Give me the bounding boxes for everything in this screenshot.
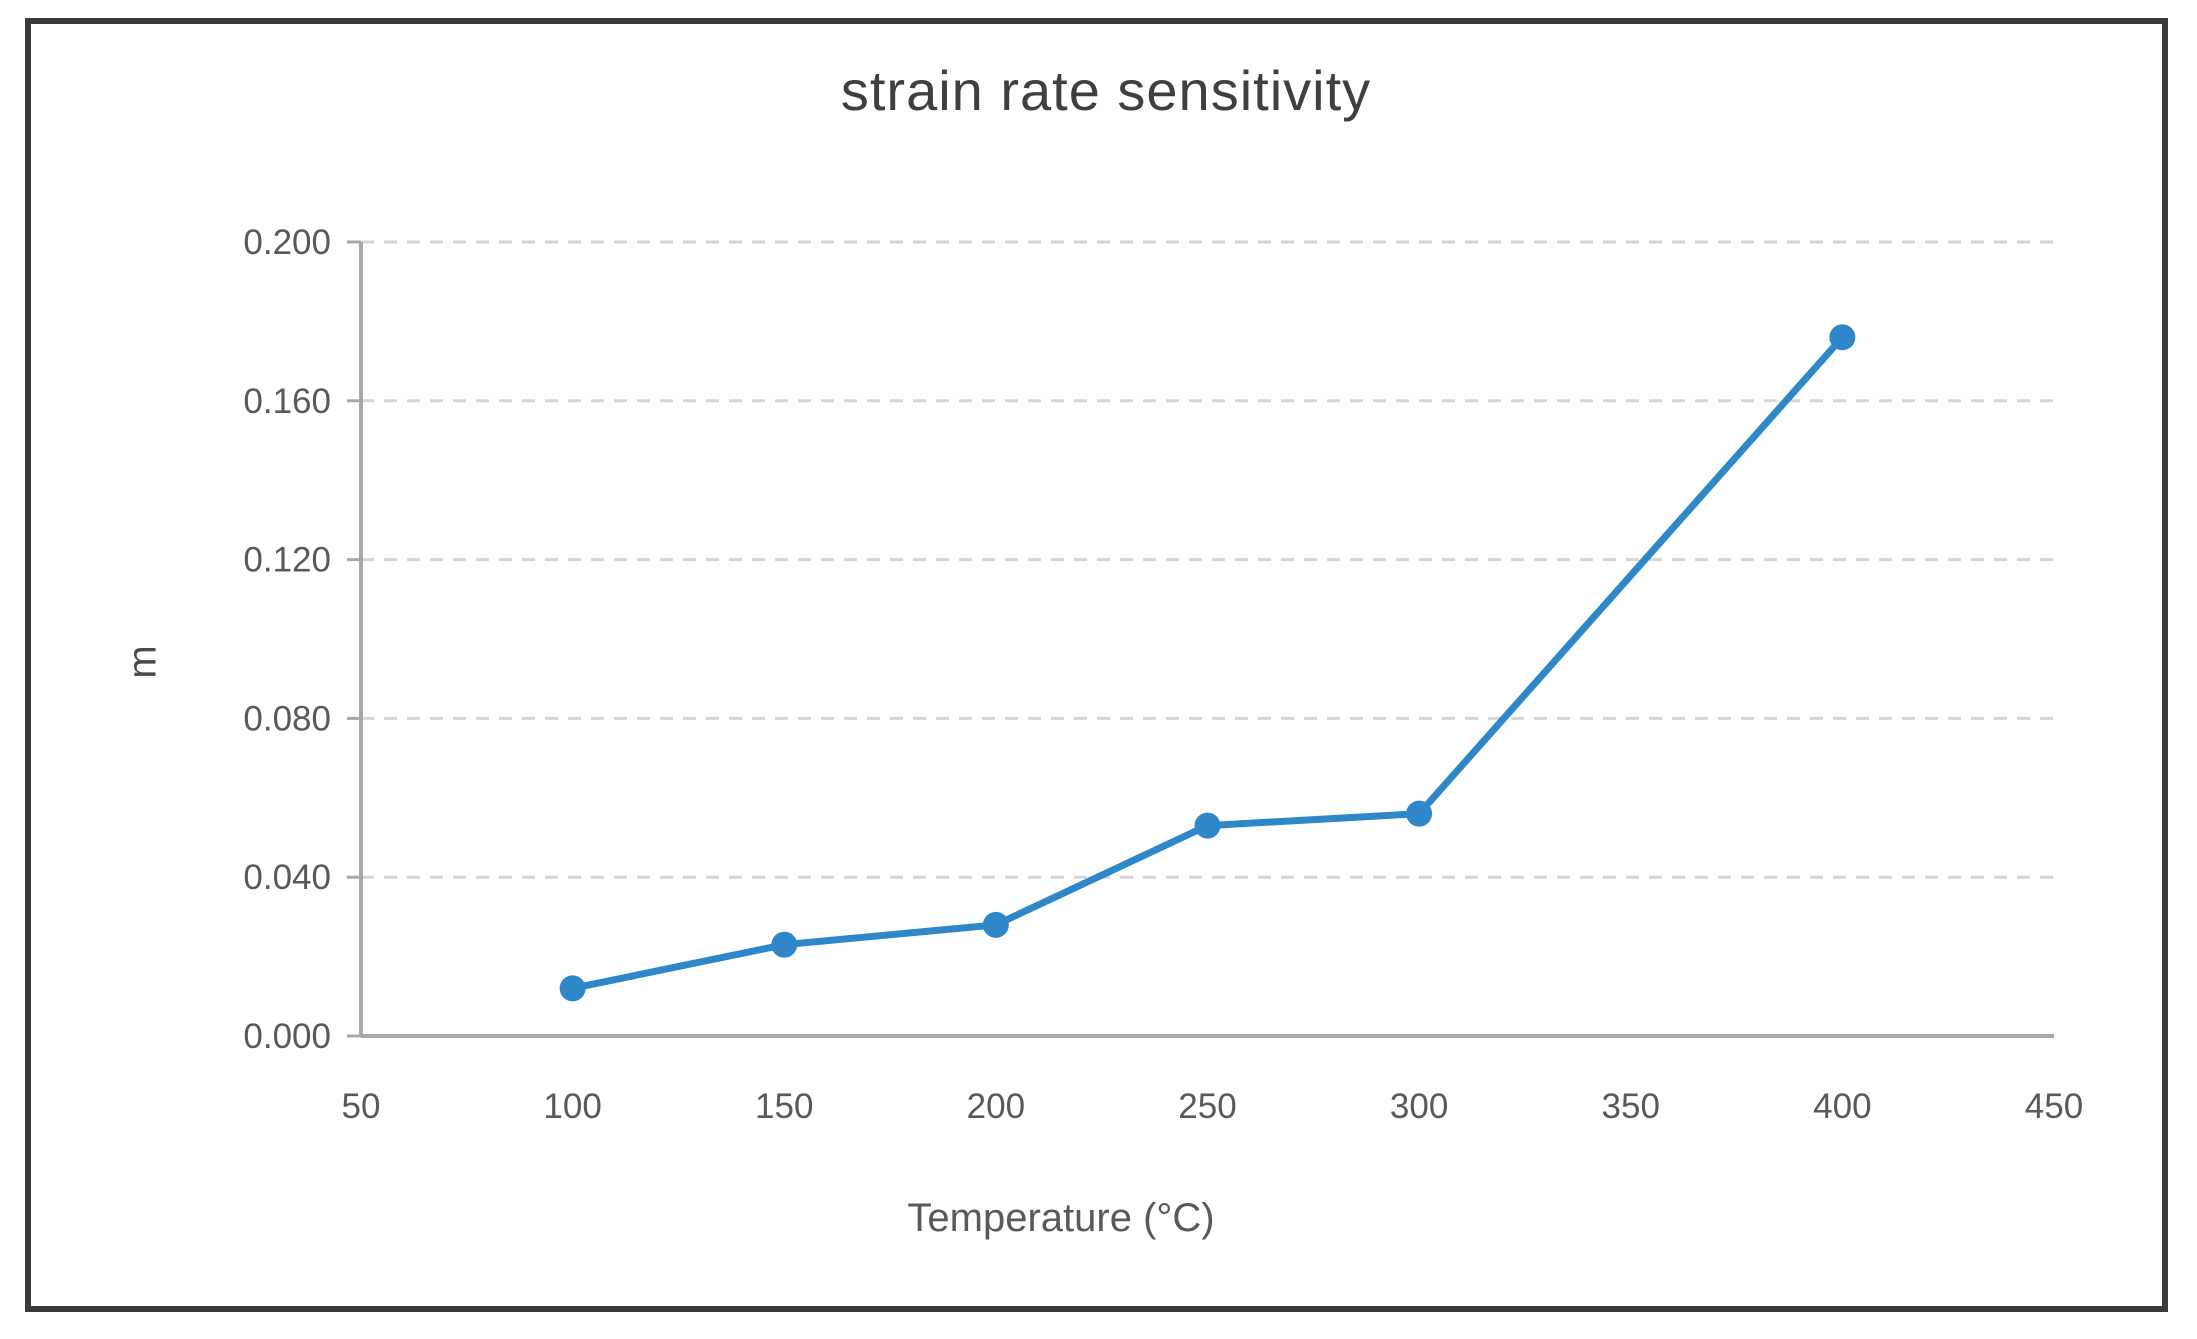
y-tick-label: 0.120 [243, 541, 331, 580]
x-tick-label: 450 [2025, 1087, 2083, 1126]
data-point-marker [771, 931, 798, 958]
y-axis-title: m [120, 645, 165, 679]
x-tick-label: 350 [1602, 1087, 1660, 1126]
data-point-marker [1829, 324, 1856, 351]
chart-title: strain rate sensitivity [840, 59, 1372, 122]
x-tick-label: 50 [342, 1087, 381, 1126]
data-point-marker [1406, 800, 1433, 827]
x-tick-label: 100 [543, 1087, 601, 1126]
x-tick-label: 400 [1813, 1087, 1871, 1126]
series-line [569, 333, 1846, 992]
y-tick-label: 0.000 [243, 1017, 331, 1056]
data-point-marker [982, 911, 1009, 938]
x-tick-label: 300 [1390, 1087, 1448, 1126]
y-tick-label: 0.160 [243, 382, 331, 421]
data-point-marker [559, 975, 586, 1002]
x-tick-label: 150 [755, 1087, 813, 1126]
y-tick-label: 0.040 [243, 858, 331, 897]
x-tick-label: 250 [1178, 1087, 1236, 1126]
chart-frame [25, 18, 2168, 1312]
x-tick-label: 200 [967, 1087, 1025, 1126]
data-point-marker [1194, 812, 1221, 839]
x-axis-title: Temperature (°C) [907, 1196, 1215, 1240]
y-tick-label: 0.080 [243, 699, 331, 738]
y-tick-label: 0.200 [243, 223, 331, 262]
